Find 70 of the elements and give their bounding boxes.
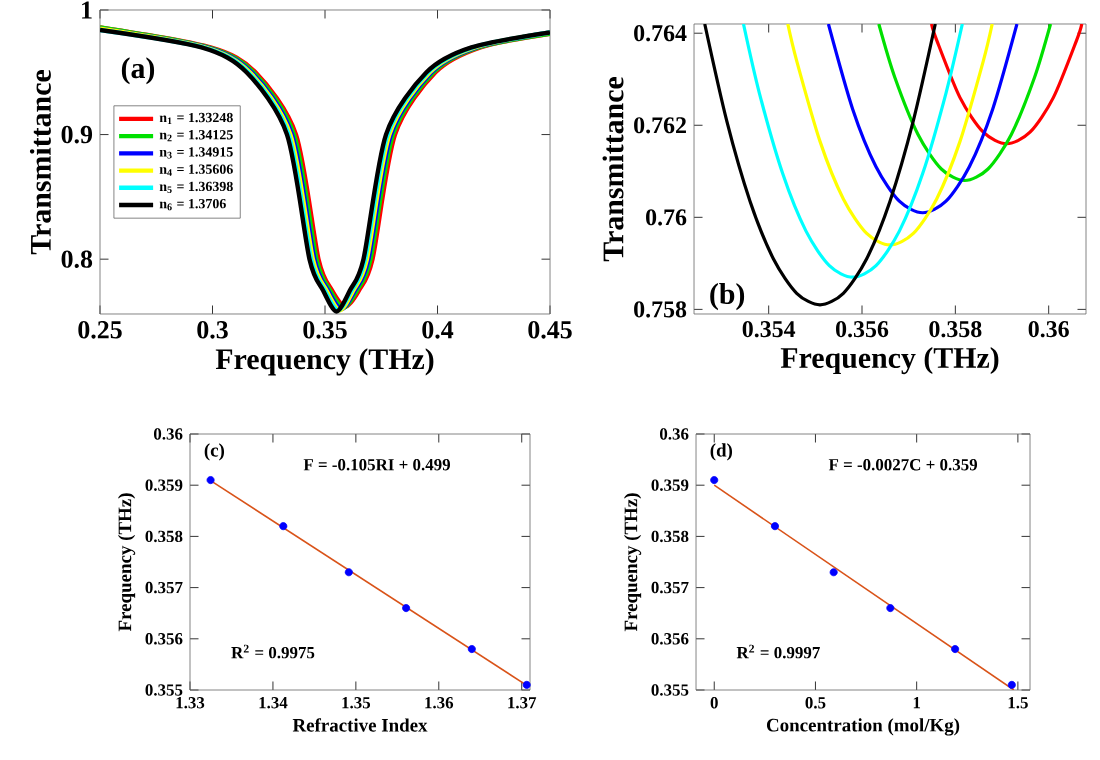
x-tick-label: 0.354 xyxy=(742,321,796,338)
x-tick-label: 1.33 xyxy=(176,697,205,709)
point xyxy=(710,476,719,485)
annotation: (a) xyxy=(121,57,155,85)
line-series xyxy=(826,23,1019,215)
y-tick-label: 0.356 xyxy=(145,633,183,645)
y-tick-label: 0.356 xyxy=(651,633,689,645)
y-axis-title: Transmittance xyxy=(29,70,51,255)
x-tick-label: 0.358 xyxy=(929,321,982,338)
x-axis-title: Concentration (mol/Kg) xyxy=(766,718,960,736)
y-tick-label: 0.8 xyxy=(61,250,93,268)
line-series xyxy=(877,23,1053,183)
x-axis-title: Frequency (THz) xyxy=(780,346,999,375)
y-tick-label: 0.357 xyxy=(651,581,689,594)
annotation: (d) xyxy=(710,443,733,461)
annotation: R$^{2}$ = 0.9997 xyxy=(736,644,820,659)
annotation: F = -0.0027C + 0.359 xyxy=(828,458,978,471)
y-tick-label: 0.36 xyxy=(660,428,689,440)
line-series xyxy=(929,23,1084,146)
y-axis-title: Frequency (THz) xyxy=(117,493,136,632)
point xyxy=(402,604,411,613)
y-tick-label: 0.9 xyxy=(61,125,93,144)
y-axis-title: Frequency (THz) xyxy=(623,493,642,632)
annotation: F = -0.105RI + 0.499 xyxy=(303,458,450,471)
point xyxy=(279,522,288,531)
y-tick-label: 0.76 xyxy=(646,209,687,226)
y-tick-label: 0.358 xyxy=(145,530,183,543)
x-tick-label: 0.5 xyxy=(805,697,826,709)
x-tick-label: 0.35 xyxy=(303,321,347,339)
x-tick-label: 0.36 xyxy=(1028,321,1069,338)
x-tick-label: 0 xyxy=(710,697,718,709)
x-tick-label: 1.37 xyxy=(508,697,537,709)
x-tick-label: 1.5 xyxy=(1008,697,1028,709)
x-tick-label: 0.4 xyxy=(422,321,454,339)
annotation: R$^{2}$ = 0.9975 xyxy=(231,644,315,659)
x-axis-title: Refractive Index xyxy=(292,718,428,732)
x-tick-label: 0.3 xyxy=(197,321,228,339)
point xyxy=(344,568,353,577)
point xyxy=(467,645,476,654)
line-series xyxy=(786,23,994,247)
x-tick-label: 0.25 xyxy=(78,321,122,339)
x-tick-label: 1.36 xyxy=(425,697,454,709)
point xyxy=(951,645,960,654)
point xyxy=(829,568,838,577)
point xyxy=(522,680,531,689)
y-axis-title: Transmittance xyxy=(602,77,624,262)
x-tick-label: 1.34 xyxy=(259,697,288,709)
line-series xyxy=(741,23,964,279)
x-tick-label: 0.45 xyxy=(528,321,572,339)
point xyxy=(886,604,895,613)
y-tick-label: 0.357 xyxy=(145,581,183,594)
y-tick-label: 0.36 xyxy=(153,428,183,440)
x-tick-label: 1.35 xyxy=(342,697,371,709)
annotation: (b) xyxy=(710,283,745,311)
y-tick-label: 1 xyxy=(82,1,92,19)
point xyxy=(770,522,779,531)
y-tick-label: 0.764 xyxy=(634,25,687,42)
point xyxy=(206,476,215,485)
y-tick-label: 0.359 xyxy=(651,479,689,491)
y-tick-label: 0.762 xyxy=(634,117,686,134)
annotation: (c) xyxy=(204,443,225,461)
x-tick-label: 0.356 xyxy=(836,321,889,338)
y-tick-label: 0.355 xyxy=(651,684,689,696)
y-tick-label: 0.355 xyxy=(145,684,183,696)
point xyxy=(1007,680,1016,689)
x-tick-label: 1 xyxy=(913,697,921,709)
x-axis-title: Frequency (THz) xyxy=(215,348,434,376)
y-tick-label: 0.359 xyxy=(145,479,183,491)
y-tick-label: 0.758 xyxy=(634,301,687,318)
y-tick-label: 0.358 xyxy=(651,530,689,543)
